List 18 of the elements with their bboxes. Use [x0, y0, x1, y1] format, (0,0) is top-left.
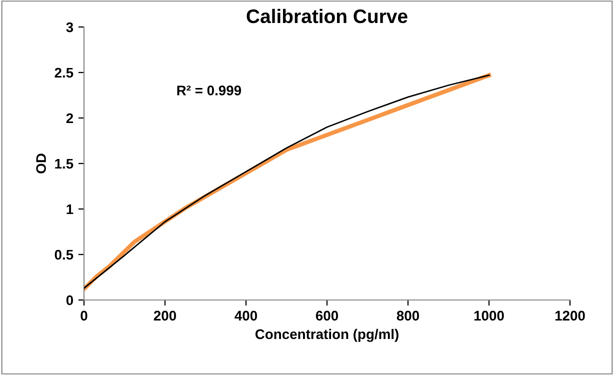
y-axis-title: OD — [36, 154, 46, 174]
annotation: R² = 0.999 — [177, 86, 242, 96]
y-tick-label: 1 — [66, 204, 74, 214]
y-tick-label: 2.5 — [54, 68, 74, 78]
x-tick-label: 200 — [154, 310, 176, 321]
x-tick-label: 0 — [80, 310, 88, 321]
x-tick-label: 600 — [316, 310, 338, 321]
x-tick-label: 1000 — [474, 310, 504, 321]
y-tick-label: 2 — [66, 113, 74, 124]
y-tick-label: 0.5 — [54, 250, 74, 260]
y-tick-label: 0 — [66, 295, 74, 306]
y-tick-label: 3 — [66, 22, 74, 32]
x-tick-label: 1200 — [555, 310, 585, 321]
x-axis-title: Concentration (pg/ml) — [255, 328, 398, 342]
x-tick-label: 400 — [234, 310, 258, 321]
chart-title: Calibration Curve — [246, 8, 408, 24]
y-tick-label: 1.5 — [55, 158, 74, 169]
x-tick-label: 800 — [396, 310, 420, 321]
